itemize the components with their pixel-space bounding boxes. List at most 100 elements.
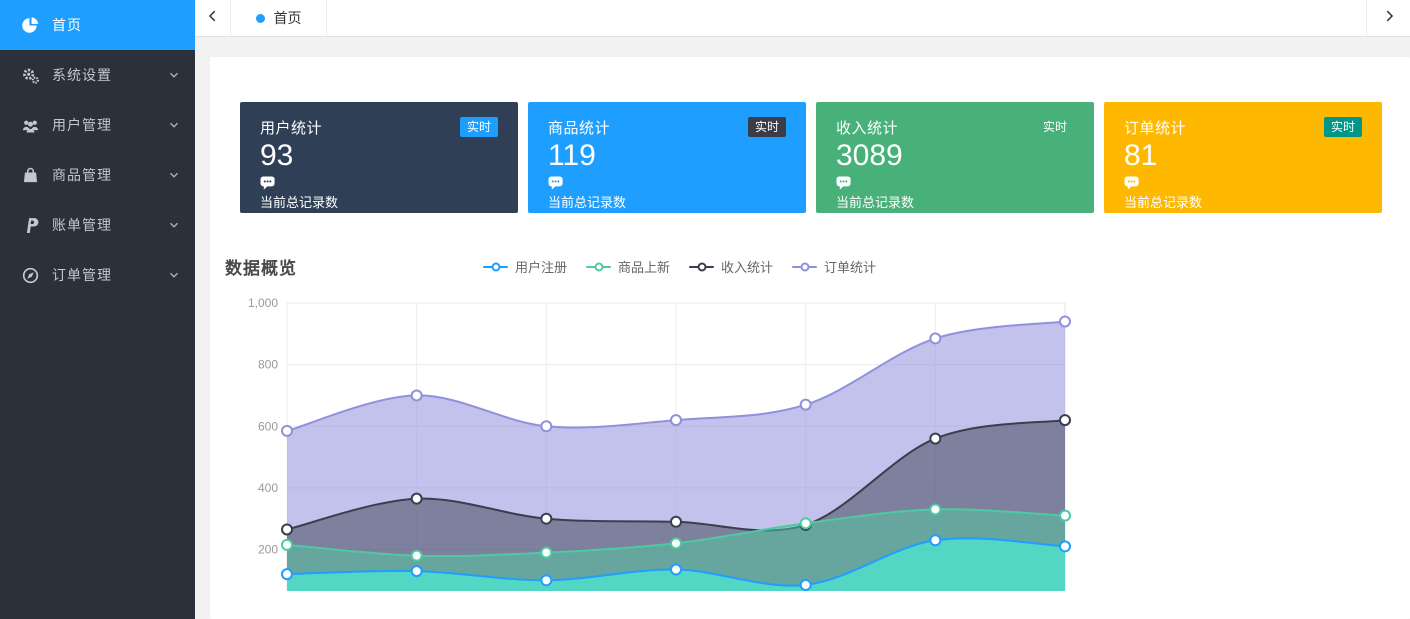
legend-label: 收入统计: [721, 260, 774, 275]
sidebar-item-label: 用户管理: [52, 117, 112, 133]
legend-item[interactable]: 用户注册: [483, 257, 567, 276]
legend-label: 用户注册: [515, 260, 568, 275]
chart-point[interactable]: [410, 389, 423, 402]
chevron-down-icon: [167, 118, 181, 132]
realtime-badge: 实时: [1035, 117, 1074, 137]
sidebar-item-label: 账单管理: [52, 217, 112, 233]
chart-point[interactable]: [1059, 509, 1071, 522]
chart-point[interactable]: [410, 549, 423, 562]
sidebar-item-system-settings[interactable]: 系统设置: [0, 50, 195, 100]
legend-marker-icon: [586, 262, 612, 271]
chart-svg: 1,000 800 600 400 200: [248, 296, 1071, 591]
tabs-scroll-right-button[interactable]: [1366, 0, 1410, 36]
chart-point[interactable]: [799, 517, 812, 530]
stat-card-orders: 订单统计 实时 81 当前总记录数: [1104, 102, 1382, 213]
chart-point[interactable]: [410, 492, 423, 505]
chart-point[interactable]: [540, 420, 553, 433]
overview-header: 数据概览 用户注册 商品上新 收入统计 订单统计: [225, 254, 1380, 278]
chart-point[interactable]: [540, 574, 553, 587]
chart-point[interactable]: [670, 515, 682, 528]
chart-point[interactable]: [799, 578, 812, 591]
chart-point[interactable]: [1059, 540, 1071, 553]
chart-point[interactable]: [540, 512, 553, 525]
chart-point[interactable]: [670, 414, 682, 427]
card-title: 收入统计: [836, 120, 899, 137]
cogs-icon: [22, 67, 39, 84]
y-axis-tick: 800: [258, 358, 278, 372]
sidebar-item-home[interactable]: 首页: [0, 0, 195, 50]
chevron-down-icon: [167, 268, 181, 282]
legend-label: 商品上新: [618, 260, 671, 275]
shopping-bag-icon: [22, 167, 39, 184]
chart-point[interactable]: [670, 563, 682, 576]
legend-marker-icon: [483, 262, 508, 271]
chart-area: [287, 538, 1065, 591]
card-note: 当前总记录数: [260, 195, 339, 210]
chart-point[interactable]: [1059, 414, 1071, 427]
legend-marker-icon: [792, 262, 818, 271]
chart-point[interactable]: [281, 568, 293, 581]
pie-chart-icon: [22, 16, 39, 34]
comment-icon: [836, 176, 851, 190]
chart-point[interactable]: [540, 546, 553, 559]
sidebar-item-user-management[interactable]: 用户管理: [0, 100, 195, 150]
tab-home[interactable]: 首页: [231, 0, 327, 36]
sidebar: 首页 系统设置 用户管理 商品管理 账单管理: [0, 0, 195, 619]
tabs-scroll-left-button[interactable]: [195, 0, 231, 36]
y-axis-tick: 400: [258, 481, 278, 495]
comment-icon: [548, 176, 563, 190]
chevron-left-icon: [206, 9, 220, 28]
paypal-icon: [22, 217, 39, 234]
card-title: 商品统计: [548, 120, 611, 137]
main-content: 用户统计 实时 93 当前总记录数 商品统计 实时 119 当前总记录数 收入统…: [195, 37, 1410, 619]
dashboard-panel: 用户统计 实时 93 当前总记录数 商品统计 实时 119 当前总记录数 收入统…: [210, 57, 1410, 619]
sidebar-item-label: 系统设置: [52, 67, 112, 83]
users-icon: [22, 117, 39, 134]
y-axis-tick: 200: [258, 543, 278, 557]
card-title: 订单统计: [1124, 120, 1187, 137]
realtime-badge: 实时: [1323, 117, 1362, 137]
legend-item[interactable]: 商品上新: [586, 257, 670, 276]
card-title: 用户统计: [260, 120, 323, 137]
chart-point[interactable]: [410, 565, 423, 578]
chart-point[interactable]: [929, 432, 942, 445]
legend-item[interactable]: 订单统计: [792, 257, 876, 276]
legend-item[interactable]: 收入统计: [689, 257, 773, 276]
stat-card-income: 收入统计 实时 3089 当前总记录数: [816, 102, 1094, 213]
chart-point[interactable]: [799, 398, 812, 411]
chart-point[interactable]: [1059, 315, 1071, 328]
sidebar-item-label: 订单管理: [52, 267, 112, 283]
sidebar-item-product-management[interactable]: 商品管理: [0, 150, 195, 200]
chevron-right-icon: [1382, 9, 1396, 28]
chart-point[interactable]: [929, 534, 942, 547]
card-note: 当前总记录数: [1124, 195, 1203, 210]
card-value: 3089: [836, 139, 903, 172]
chart-point[interactable]: [281, 538, 293, 551]
sidebar-item-label: 首页: [52, 17, 82, 33]
chart-point[interactable]: [929, 503, 942, 516]
chevron-down-icon: [167, 68, 181, 82]
y-axis-tick: 1,000: [248, 296, 278, 310]
comment-icon: [260, 176, 275, 190]
sidebar-item-order-management[interactable]: 订单管理: [0, 250, 195, 300]
overview-chart: 1,000 800 600 400 200: [210, 292, 1410, 592]
chart-point[interactable]: [281, 424, 293, 437]
card-value: 119: [548, 139, 596, 172]
realtime-badge: 实时: [459, 117, 498, 137]
y-axis-tick: 600: [258, 419, 278, 433]
chart-point[interactable]: [670, 537, 682, 550]
compass-icon: [22, 267, 39, 284]
card-value: 81: [1124, 139, 1158, 172]
card-note: 当前总记录数: [548, 195, 627, 210]
legend-label: 订单统计: [824, 260, 877, 275]
sidebar-item-billing-management[interactable]: 账单管理: [0, 200, 195, 250]
stat-card-products: 商品统计 实时 119 当前总记录数: [528, 102, 806, 213]
legend-marker-icon: [689, 262, 715, 271]
active-tab-dot-icon: [255, 13, 265, 23]
chart-legend: 用户注册 商品上新 收入统计 订单统计: [483, 257, 876, 276]
chart-point[interactable]: [281, 523, 293, 536]
chart-title: 数据概览: [225, 259, 297, 278]
card-note: 当前总记录数: [836, 195, 915, 210]
sidebar-item-label: 商品管理: [52, 167, 112, 183]
chart-point[interactable]: [929, 332, 942, 345]
